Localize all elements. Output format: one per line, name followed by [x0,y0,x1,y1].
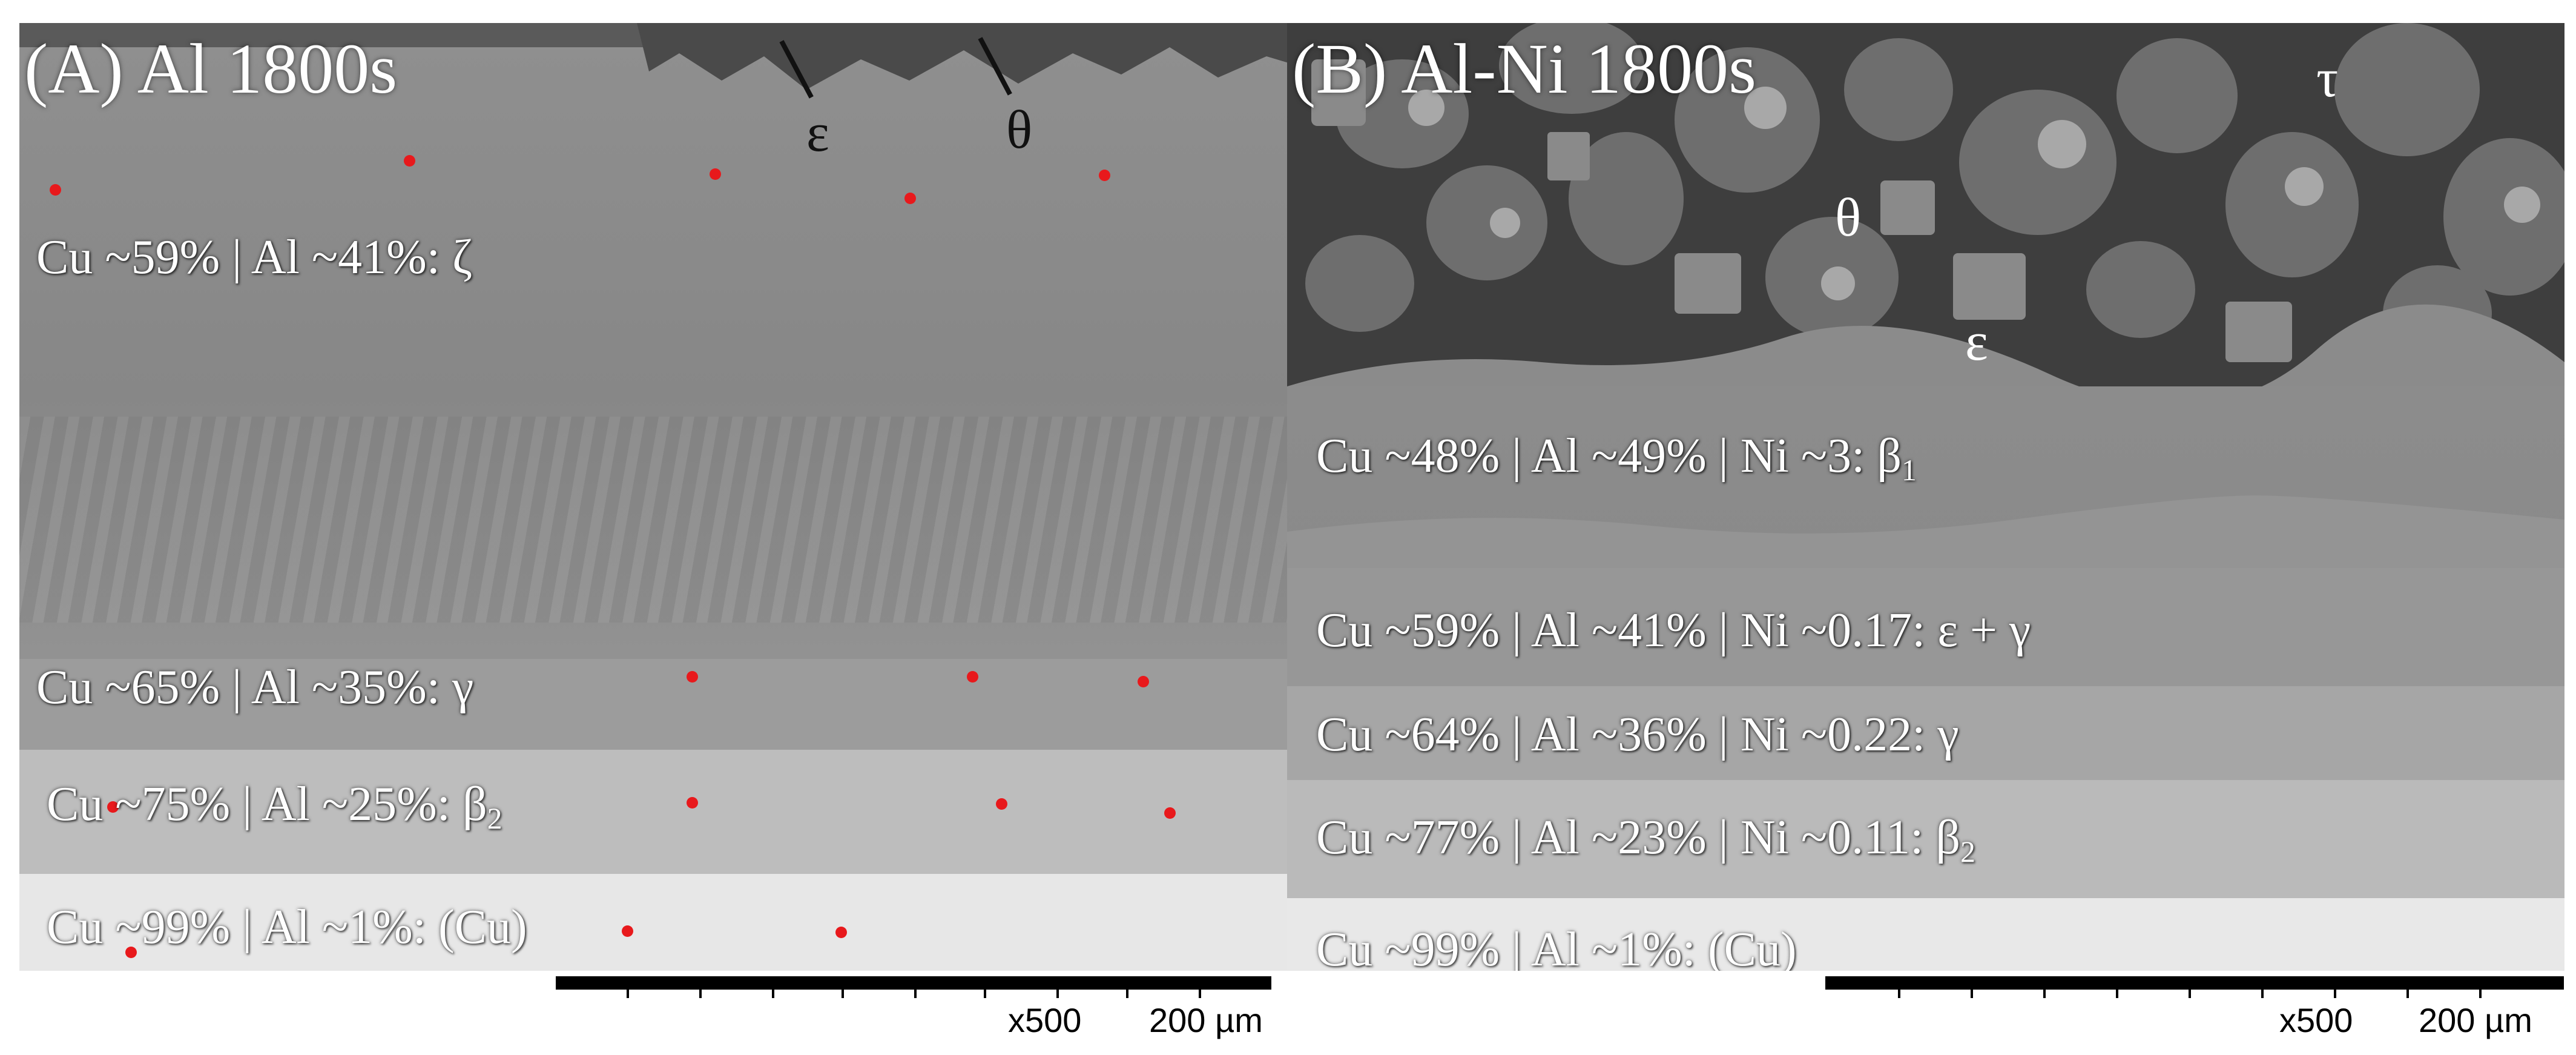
marker-dot [1164,807,1176,819]
scale-tick [699,988,702,998]
marker-dot [50,184,61,196]
cu-composition-label: Cu ~99% | Al ~1%: (Cu) [1316,923,1797,971]
scale-tick [1056,988,1059,998]
panel-b-scale-length: 200 µm [2419,1001,2532,1039]
marker-dot [1138,676,1149,687]
marker-dot [107,801,119,813]
panel-a-micrograph: (A) Al 1800s ε θ Cu ~59% | Al ~41%: ζ Cu… [19,23,1297,971]
beta2-layer [1287,780,2564,901]
epsilon-phase-label: ε [806,103,829,163]
marker-dot [687,797,698,809]
scale-tick [2406,988,2409,998]
marker-dot [967,671,978,683]
dendritic-region [19,417,1297,623]
scale-tick [2334,988,2336,998]
beta1-composition-label: Cu ~48% | Al ~49% | Ni ~3: β1 [1316,429,1917,487]
marker-dot [1099,170,1110,181]
eps-gamma-composition-label: Cu ~59% | Al ~41% | Ni ~0.17: ε + γ [1316,604,2031,657]
beta1-wavy-boundary [1287,495,2564,580]
panel-a-scale-length: 200 µm [1149,1001,1263,1039]
panel-a-scale-bar [556,976,1271,990]
marker-dot [622,925,633,937]
panel-b-title: (B) Al-Ni 1800s [1292,29,1756,108]
scale-tick [1199,988,1201,998]
gamma-layer [1287,686,2564,783]
marker-dot [835,927,847,938]
eps-gamma-layer [1287,568,2564,689]
theta-phase-label: θ [1006,100,1033,160]
scale-tick [842,988,844,998]
marker-dot [125,947,137,958]
marker-dot [687,671,698,683]
scale-tick [772,988,774,998]
marker-dot [404,155,415,167]
scale-tick [2479,988,2482,998]
marker-dot [904,193,916,204]
epsilon-phase-label: ε [1965,312,1988,372]
beta2-layer [19,750,1297,877]
beta2-composition-label: Cu ~77% | Al ~23% | Ni ~0.11: β2 [1316,811,1975,868]
gamma-layer [19,659,1297,756]
cu-layer [19,874,1297,971]
scale-tick [1126,988,1128,998]
scale-tick [627,988,629,998]
scale-tick [1971,988,1973,998]
scale-tick [2261,988,2264,998]
panel-b-magnification: x500 [2279,1001,2353,1039]
marker-dot [996,798,1007,810]
scale-tick [984,988,986,998]
panel-a-title: (A) Al 1800s [24,29,398,108]
zeta-composition-label: Cu ~59% | Al ~41%: ζ [36,231,473,284]
scale-tick [2116,988,2118,998]
particle-grains [1287,23,2564,435]
panel-a-magnification: x500 [1008,1001,1082,1039]
theta-phase-label: θ [1835,188,1862,248]
panel-b-micrograph: (B) Al-Ni 1800s τ θ ε Cu ~48% | Al ~49% … [1287,23,2564,971]
gamma-composition-label: Cu ~65% | Al ~35%: γ [36,661,474,714]
zeta-layer [19,47,1297,677]
beta2-composition-label: Cu ~75% | Al ~25%: β2 [47,778,502,835]
scale-tick [914,988,917,998]
scale-tick [2043,988,2046,998]
gamma-composition-label: Cu ~64% | Al ~36% | Ni ~0.22: γ [1316,708,1959,761]
marker-dot [710,168,721,180]
top-grain-edge [637,23,1297,90]
cu-layer [1287,898,2564,971]
cu-composition-label: Cu ~99% | Al ~1%: (Cu) [47,901,527,954]
scale-tick [1898,988,1900,998]
scale-tick [2189,988,2191,998]
panel-b-scale-bar [1825,976,2564,990]
tau-phase-label: τ [2316,48,2339,108]
